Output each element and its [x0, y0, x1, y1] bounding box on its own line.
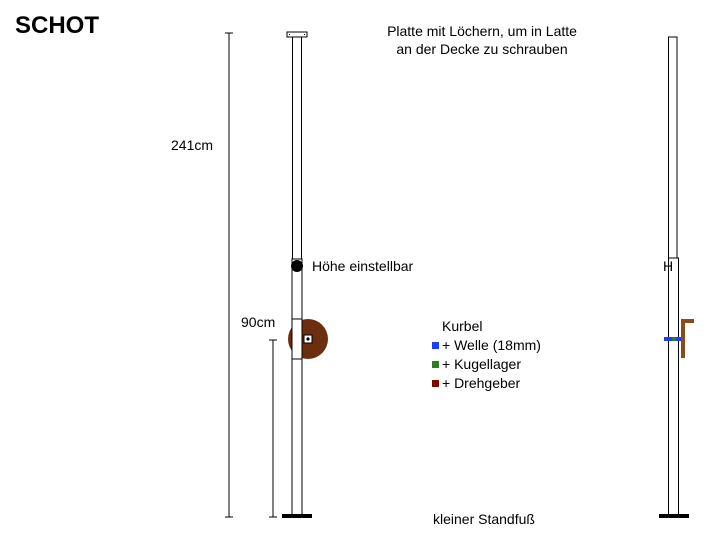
front-pole: [282, 32, 328, 518]
height-adjust-knob: [291, 260, 303, 272]
upper-tube: [293, 37, 302, 259]
standing-foot: [282, 514, 312, 518]
side-adjustable-label-fragment: H: [663, 258, 673, 274]
side-crank-lever-vertical: [681, 320, 685, 358]
crank-height-label: 90cm: [241, 314, 275, 330]
legend-item-encoder: + Drehgeber: [432, 374, 541, 393]
dimension-line-total-height: [225, 33, 233, 517]
legend-label-shaft: + Welle (18mm): [442, 336, 541, 355]
legend-item-bearing: + Kugellager: [432, 355, 541, 374]
legend-label-bearing: + Kugellager: [442, 355, 521, 374]
side-crank-lever-top: [681, 319, 694, 323]
dimension-line-crank-height: [269, 340, 277, 517]
legend-title: Kurbel: [432, 317, 541, 336]
side-bearing-dot: [672, 337, 676, 341]
legend-label-encoder: + Drehgeber: [442, 374, 520, 393]
legend-swatch-encoder: [432, 380, 439, 387]
pole-over-disc: [292, 319, 302, 359]
side-pole: [659, 37, 694, 518]
foot-label: kleiner Standfuß: [433, 511, 535, 527]
legend-item-shaft: + Welle (18mm): [432, 336, 541, 355]
ceiling-plate-note: Platte mit Löchern, um in Latte an der D…: [372, 22, 592, 58]
adjustable-height-label: Höhe einstellbar: [312, 258, 413, 274]
page-title: SCHOT: [15, 12, 99, 40]
note-line-1: Platte mit Löchern, um in Latte: [372, 22, 592, 40]
note-line-2: an der Decke zu schrauben: [372, 40, 592, 58]
legend-swatch-bearing: [432, 361, 439, 368]
lower-tube: [292, 259, 302, 515]
crank-legend: Kurbel + Welle (18mm) + Kugellager + Dre…: [432, 317, 541, 393]
total-height-label: 241cm: [171, 137, 213, 153]
shaft-center: [306, 337, 309, 340]
side-foot: [659, 514, 689, 518]
side-lower-tube: [669, 258, 679, 515]
legend-swatch-shaft: [432, 342, 439, 349]
